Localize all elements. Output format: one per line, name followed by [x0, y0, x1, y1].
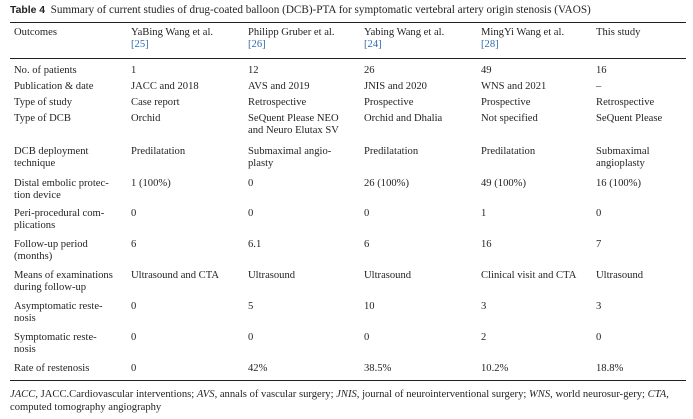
table-cell: Prospective — [481, 97, 531, 108]
row-label: DCB deployment technique — [14, 146, 89, 169]
table-cell: Ultrasound and CTA — [131, 270, 220, 281]
table-cell: 0 — [248, 208, 254, 219]
table-cell: 6 — [131, 239, 137, 250]
table-label: Table 4 — [10, 5, 46, 16]
column-header: Philipp Gruber et al. — [248, 27, 335, 38]
row-label: Peri-procedural com- plications — [14, 208, 105, 231]
table-cell: Submaximal angio- plasty — [248, 146, 332, 169]
table-cell: Orchid and Dhalia — [364, 113, 443, 124]
table-cell: 18.8% — [596, 363, 624, 374]
table-cell: 1 — [481, 208, 487, 219]
column-reference-link[interactable]: [25] — [131, 39, 149, 50]
table-cell: Not specified — [481, 113, 538, 124]
column-header: Yabing Wang et al. — [364, 27, 445, 38]
footnote-abbreviation: WNS — [528, 389, 551, 400]
table-cell: 26 — [364, 65, 375, 76]
table-cell: 10 — [364, 301, 375, 312]
table-cell: 49 — [481, 65, 492, 76]
footnote-abbreviation: JNIS — [336, 389, 357, 400]
table-cell: Ultrasound — [596, 270, 644, 281]
table-cell: 2 — [481, 332, 487, 343]
column-reference-link[interactable]: [24] — [364, 39, 382, 50]
table-cell: JNIS and 2020 — [364, 81, 427, 92]
table-cell: Case report — [131, 97, 180, 108]
table-cell: 0 — [131, 208, 137, 219]
table-cell: Ultrasound — [364, 270, 412, 281]
table-cell: 38.5% — [364, 363, 392, 374]
table-header-rule — [10, 58, 686, 59]
table-cell: WNS and 2021 — [481, 81, 547, 92]
table-cell: 3 — [596, 301, 602, 312]
table-cell: SeQuent Please NEO and Neuro Elutax SV — [248, 113, 339, 136]
row-label: Publication & date — [14, 81, 94, 92]
table-cell: 1 (100%) — [131, 178, 171, 189]
table-title: Summary of current studies of drug-coate… — [50, 4, 591, 16]
table-caption: Table 4 Summary of current studies of dr… — [10, 4, 591, 16]
table-cell: 16 — [596, 65, 607, 76]
footnote-definition: , world neurosur-­gery; — [550, 389, 648, 400]
column-header: MingYi Wang et al. — [481, 27, 565, 38]
table-cell: 1 — [131, 65, 137, 76]
row-label: No. of patients — [14, 65, 77, 76]
column-reference-link[interactable]: [26] — [248, 39, 266, 50]
table-cell: 0 — [131, 332, 137, 343]
table-cell: 10.2% — [481, 363, 509, 374]
table-top-rule — [10, 22, 686, 23]
table-cell: 0 — [131, 363, 137, 374]
table-cell: 49 (100%) — [481, 178, 527, 189]
table-cell: Clinical visit and CTA — [481, 270, 577, 281]
table-cell: 16 (100%) — [596, 178, 642, 189]
column-reference-link[interactable]: [28] — [481, 39, 499, 50]
table-cell: Predilatation — [481, 146, 536, 157]
table-cell: Predilatation — [364, 146, 419, 157]
table-bottom-rule — [10, 380, 686, 381]
table-cell: 0 — [364, 332, 370, 343]
table-cell: – — [596, 81, 602, 92]
footnote-abbreviation: JACC — [10, 389, 36, 400]
row-label: Follow-up period (months) — [14, 239, 88, 262]
table-cell: 7 — [596, 239, 602, 250]
row-label: Rate of restenosis — [14, 363, 90, 374]
table-cell: Predilatation — [131, 146, 186, 157]
table-cell: SeQuent Please — [596, 113, 663, 124]
table-cell: 5 — [248, 301, 254, 312]
footnote-abbreviation: AVS — [196, 389, 215, 400]
table-cell: 0 — [131, 301, 137, 312]
table-cell: 16 — [481, 239, 492, 250]
row-label: Means of examinations during follow-up — [14, 270, 113, 293]
row-label: Distal embolic protec- tion device — [14, 178, 109, 201]
table-cell: Prospective — [364, 97, 414, 108]
row-label: Type of DCB — [14, 113, 71, 124]
footnote-abbreviation: CTA — [647, 389, 667, 400]
footnote-definition: , computed tomography angiography — [10, 389, 669, 413]
column-header: Outcomes — [14, 27, 57, 38]
table-cell: 6.1 — [248, 239, 262, 250]
table-cell: 0 — [596, 332, 602, 343]
table-cell: 26 (100%) — [364, 178, 410, 189]
column-header: YaBing Wang et al. — [131, 27, 214, 38]
table-cell: 6 — [364, 239, 370, 250]
table-cell: 42% — [248, 363, 268, 374]
row-label: Asymptomatic reste- nosis — [14, 301, 103, 324]
table-cell: 0 — [364, 208, 370, 219]
table-cell: Retrospective — [596, 97, 655, 108]
footnote-definition: , JACC.Cardiovascular interventions; — [35, 389, 197, 400]
footnote-definition: , journal of neurointerventional surgery… — [356, 389, 529, 400]
table-cell: Retrospective — [248, 97, 307, 108]
table-cell: AVS and 2019 — [248, 81, 310, 92]
table-cell: 0 — [248, 178, 254, 189]
table-cell: 0 — [248, 332, 254, 343]
table-cell: 0 — [596, 208, 602, 219]
row-label: Type of study — [14, 97, 73, 108]
table-cell: Orchid — [131, 113, 161, 124]
table-cell: JACC and 2018 — [131, 81, 199, 92]
table-footnote: JACC, JACC.Cardiovascular interventions;… — [10, 388, 686, 414]
footnote-definition: , annals of vascular surgery; — [214, 389, 337, 400]
table-cell: 3 — [481, 301, 487, 312]
column-header: This study — [596, 27, 641, 38]
table-cell: Ultrasound — [248, 270, 296, 281]
row-label: Symptomatic reste- nosis — [14, 332, 97, 355]
table-cell: 12 — [248, 65, 259, 76]
table-cell: Submaximal angioplasty — [596, 146, 650, 169]
